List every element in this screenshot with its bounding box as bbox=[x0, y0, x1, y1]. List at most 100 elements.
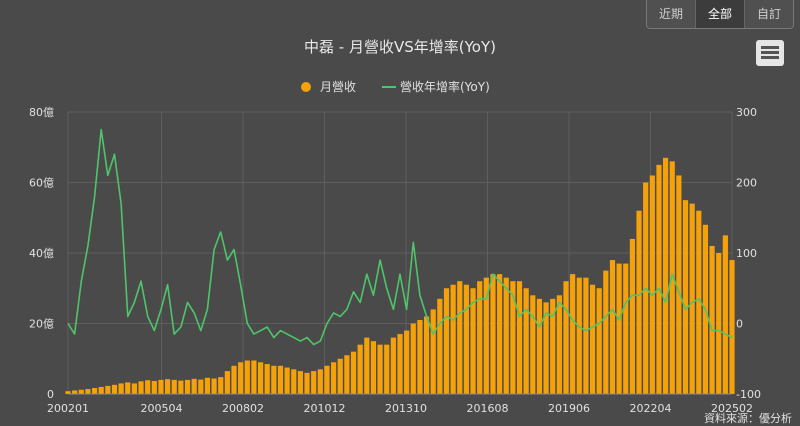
x-tick-label: 201608 bbox=[466, 402, 508, 415]
y-left-tick-label: 0 bbox=[47, 388, 54, 401]
revenue-bar bbox=[483, 277, 489, 394]
legend-revenue-label[interactable]: 月營收 bbox=[320, 80, 356, 94]
revenue-bar bbox=[297, 371, 303, 394]
revenue-bar bbox=[576, 277, 582, 394]
revenue-bar bbox=[410, 323, 416, 394]
revenue-bar bbox=[244, 360, 250, 394]
revenue-bar bbox=[204, 377, 211, 394]
revenue-bar bbox=[676, 175, 682, 394]
revenue-bar bbox=[589, 284, 596, 394]
menu-icon bbox=[761, 46, 779, 49]
revenue-bar bbox=[357, 344, 363, 394]
revenue-bar bbox=[616, 263, 622, 394]
revenue-bar bbox=[291, 369, 297, 394]
revenue-bar bbox=[284, 367, 290, 394]
revenue-bar bbox=[91, 388, 98, 394]
revenue-bar bbox=[709, 245, 715, 394]
revenue-bar bbox=[682, 200, 689, 394]
revenue-bar bbox=[636, 210, 642, 394]
revenue-bar bbox=[277, 365, 284, 394]
revenue-bar bbox=[145, 380, 151, 394]
chart-menu-button[interactable] bbox=[756, 40, 784, 66]
y-left-tick-label: 80億 bbox=[29, 106, 54, 119]
revenue-bar bbox=[224, 371, 230, 394]
x-tick-label: 201012 bbox=[303, 402, 345, 415]
revenue-bar bbox=[311, 371, 317, 394]
revenue-bar bbox=[78, 389, 84, 394]
x-tick-label: 200201 bbox=[47, 402, 89, 415]
source-label: 資料來源：優分析 bbox=[704, 411, 792, 425]
revenue-bar bbox=[457, 281, 463, 394]
x-tick-label: 202502 bbox=[711, 402, 753, 415]
revenue-bar bbox=[583, 277, 589, 394]
revenue-bar bbox=[171, 379, 177, 394]
revenue-bar bbox=[65, 391, 71, 394]
revenue-bar bbox=[364, 337, 370, 394]
revenue-bar bbox=[477, 281, 483, 394]
yoy-line-layer bbox=[67, 128, 733, 346]
chart-title: 中磊 - 月營收VS年增率(YoY) bbox=[304, 38, 496, 56]
x-tick-label: 202204 bbox=[629, 402, 671, 415]
revenue-bar bbox=[649, 175, 655, 394]
revenue-bar bbox=[98, 386, 104, 394]
revenue-bar bbox=[344, 355, 350, 394]
revenue-bar bbox=[317, 369, 323, 394]
revenue-bar bbox=[151, 380, 157, 394]
y-left-tick-label: 60億 bbox=[29, 177, 54, 190]
range-button-recent[interactable]: 近期 bbox=[647, 0, 696, 28]
revenue-bar bbox=[125, 382, 131, 394]
revenue-bar bbox=[105, 385, 111, 394]
revenue-bar bbox=[85, 389, 91, 394]
revenue-bar bbox=[443, 288, 450, 394]
range-button-custom[interactable]: 自訂 bbox=[745, 0, 793, 28]
range-selector: 近期 全部 自訂 bbox=[646, 0, 794, 29]
range-button-all[interactable]: 全部 bbox=[696, 0, 745, 28]
y-left-tick-label: 40億 bbox=[29, 247, 54, 260]
x-tick-label: 200504 bbox=[140, 402, 182, 415]
revenue-bar bbox=[463, 284, 469, 394]
revenue-bar bbox=[430, 309, 436, 394]
revenue-bar bbox=[490, 274, 496, 394]
revenue-bar bbox=[497, 274, 503, 394]
revenue-bar bbox=[470, 288, 476, 394]
y-right-tick-label: 300 bbox=[736, 106, 757, 119]
revenue-bar bbox=[563, 281, 569, 394]
revenue-bar bbox=[629, 238, 635, 394]
revenue-bar bbox=[337, 358, 343, 394]
legend-yoy-label[interactable]: 營收年增率(YoY) bbox=[400, 79, 490, 94]
revenue-bar bbox=[503, 277, 509, 394]
menu-icon-bar bbox=[761, 56, 779, 59]
revenue-bar bbox=[198, 379, 204, 394]
revenue-bar bbox=[716, 253, 722, 394]
revenue-bar bbox=[324, 365, 330, 394]
revenue-bar bbox=[138, 381, 144, 394]
revenue-bar bbox=[663, 157, 669, 394]
revenue-bar bbox=[603, 270, 609, 394]
revenue-bar bbox=[271, 365, 277, 394]
revenue-bar bbox=[377, 344, 383, 394]
revenue-bar bbox=[556, 295, 562, 394]
revenue-bar bbox=[158, 379, 164, 394]
revenue-bar bbox=[264, 364, 270, 394]
revenue-bar bbox=[510, 281, 516, 394]
menu-icon-bar bbox=[761, 51, 779, 54]
revenue-bar bbox=[165, 379, 171, 394]
revenue-bar bbox=[516, 281, 523, 394]
revenue-bar bbox=[423, 316, 430, 394]
revenue-bar bbox=[211, 378, 217, 394]
y-left-tick-label: 20億 bbox=[29, 318, 54, 331]
revenue-bar bbox=[722, 235, 728, 394]
revenue-bar bbox=[729, 260, 735, 394]
revenue-bar bbox=[191, 378, 197, 394]
revenue-bar bbox=[384, 344, 390, 394]
revenue-bar bbox=[257, 362, 264, 394]
revenue-bar bbox=[390, 337, 396, 394]
revenue-bar bbox=[596, 288, 602, 394]
x-tick-label: 201906 bbox=[548, 402, 590, 415]
revenue-bar bbox=[304, 372, 310, 394]
revenue-bar bbox=[251, 360, 257, 394]
revenue-bar bbox=[331, 362, 337, 394]
revenue-bar bbox=[397, 334, 403, 394]
revenue-bar bbox=[570, 274, 576, 394]
revenue-bar bbox=[530, 295, 536, 394]
